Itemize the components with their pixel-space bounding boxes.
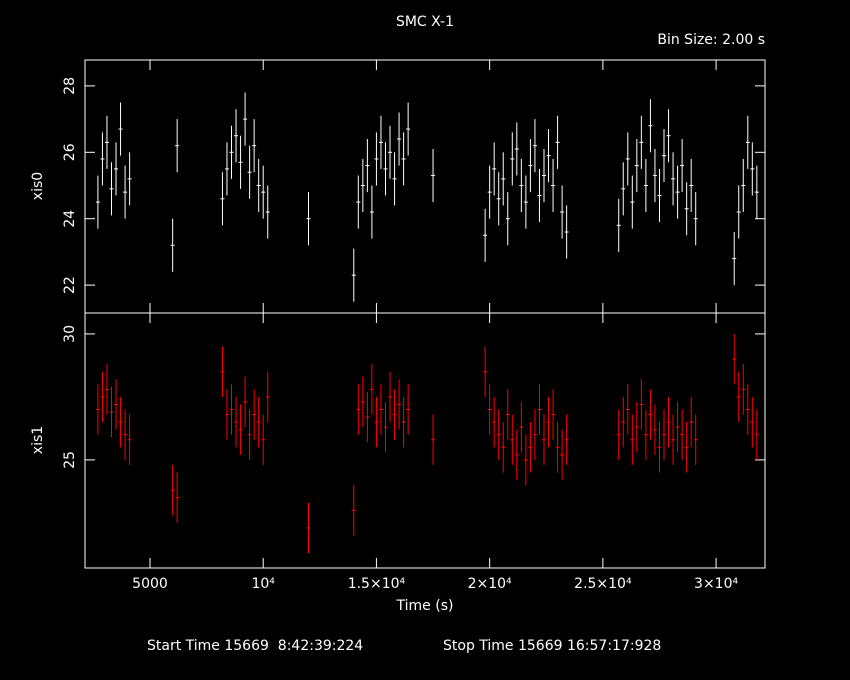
y-axis-label: xis0 xyxy=(30,172,46,200)
y-tick-label: 30 xyxy=(62,325,78,343)
x-tick-label: 5000 xyxy=(132,576,168,592)
chart-title: SMC X-1 xyxy=(396,14,454,30)
y-tick-label: 25 xyxy=(62,451,78,469)
y-tick-label: 28 xyxy=(62,77,78,95)
stop-time: Stop Time 15669 16:57:17:928 xyxy=(443,638,661,654)
x-tick-label: 2.5×10⁴ xyxy=(574,576,632,592)
panel-frame xyxy=(84,312,766,569)
x-tick-label: 1.5×10⁴ xyxy=(348,576,406,592)
chart-subtitle: Bin Size: 2.00 s xyxy=(657,32,765,48)
x-axis-label: Time (s) xyxy=(396,598,454,614)
x-tick-label: 2×10⁴ xyxy=(468,576,512,592)
y-axis-label: xis1 xyxy=(30,426,46,454)
x-tick-label: 10⁴ xyxy=(251,576,275,592)
start-time: Start Time 15669 8:42:39:224 xyxy=(147,638,363,654)
y-tick-label: 22 xyxy=(62,276,78,294)
y-tick-label: 26 xyxy=(62,143,78,161)
y-tick-label: 24 xyxy=(62,210,78,228)
x-tick-label: 3×10⁴ xyxy=(694,576,738,592)
